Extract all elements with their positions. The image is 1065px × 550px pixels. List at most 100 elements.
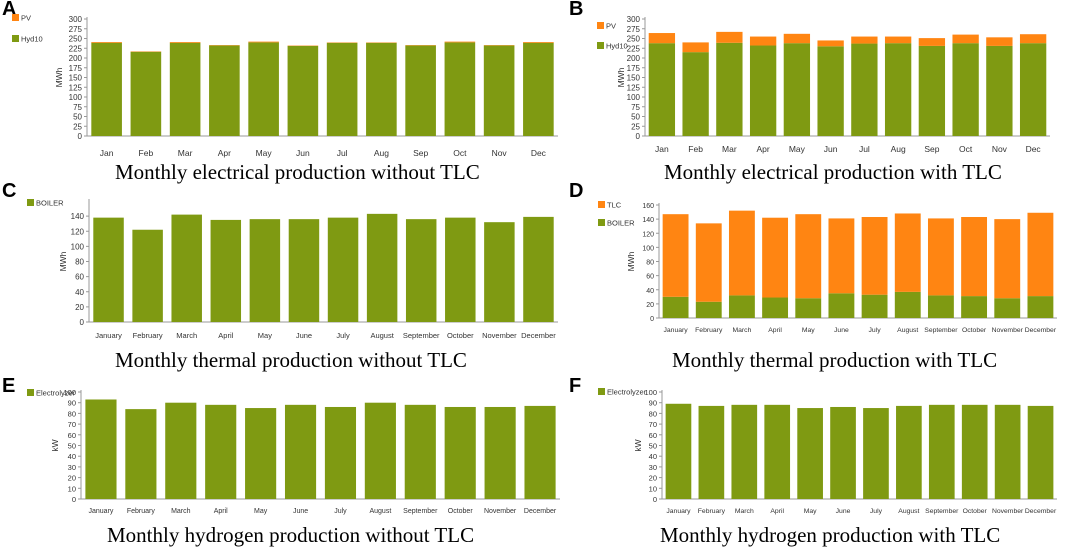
chart-b-xtick-label: May [789, 144, 806, 154]
panel-letter-e: E [2, 375, 16, 397]
chart-e-xtick-label: May [254, 508, 268, 515]
chart-a-bar-hyd10-jun [287, 45, 319, 136]
chart-f-xtick-label: October [963, 508, 988, 515]
chart-b-bar-hyd10-dec [1019, 43, 1047, 136]
chart-e-bar-electrolyzer-december [524, 405, 556, 499]
chart-c-ytick-label: 40 [75, 288, 84, 297]
chart-c-ytick-label: 140 [71, 212, 85, 221]
chart-e-ytick-label: 10 [68, 484, 76, 493]
caption-b: Monthly electrical production with TLC [664, 160, 1002, 184]
chart-c-bar-boiler-october [445, 217, 476, 322]
chart-b-bar-pv-jan [648, 33, 676, 44]
chart-b-ytick-label: 225 [627, 44, 641, 53]
chart-b-ylabel: MWh [616, 67, 626, 87]
chart-c-bar-boiler-march [171, 214, 202, 322]
chart-d-xtick-label: December [1025, 327, 1057, 334]
chart-e-ytick-label: 90 [68, 399, 76, 408]
chart-b-xtick-label: Mar [722, 144, 737, 154]
chart-a-xtick-label: Oct [453, 148, 467, 158]
chart-c-xtick-label: December [521, 331, 556, 340]
chart-f-bar-electrolyzer-august [896, 405, 922, 499]
chart-d-bar-boiler-february [695, 301, 722, 318]
chart-f-xtick-label: November [992, 508, 1024, 515]
chart-e-ytick-label: 60 [68, 431, 76, 440]
chart-e-xtick-label: July [334, 508, 347, 515]
chart-e-xtick-label: April [214, 508, 228, 515]
chart-e-xtick-label: February [127, 508, 156, 515]
chart-d-ytick-label: 80 [646, 260, 654, 267]
chart-c-ytick-label: 60 [75, 273, 84, 282]
chart-b-legend-swatch [597, 42, 604, 49]
chart-a-xtick-label: Feb [139, 148, 154, 158]
chart-d-bar-boiler-march [728, 295, 755, 318]
chart-b-xtick-label: Jan [655, 144, 669, 154]
chart-f-ytick-label: 100 [644, 388, 657, 397]
chart-e-bar-electrolyzer-august [364, 402, 396, 499]
chart-d-xtick-label: February [695, 327, 723, 334]
chart-c-bar-boiler-july [327, 217, 359, 322]
chart-b-ytick-label: 0 [636, 132, 641, 141]
chart-b-xtick-label: Apr [757, 144, 770, 154]
chart-d-bar-tlc-october [961, 217, 988, 297]
chart-b-xtick-label: Jun [824, 144, 838, 154]
chart-e-bar-electrolyzer-september [404, 404, 436, 499]
chart-b-legend-label: Hyd10 [606, 42, 628, 51]
chart-c-bar-boiler-january [93, 217, 124, 322]
chart-d-bar-boiler-may [795, 298, 822, 318]
chart-c-ylabel: MWh [58, 251, 68, 271]
chart-e-bar-electrolyzer-october [444, 406, 476, 499]
chart-f-ytick-label: 70 [649, 420, 657, 429]
chart-a-ytick-label: 250 [69, 35, 83, 44]
chart-b-xtick-label: Dec [1026, 144, 1042, 154]
chart-c-xtick-label: April [218, 331, 233, 340]
chart-a-xtick-label: Apr [218, 148, 231, 158]
chart-c-xtick-label: March [176, 331, 197, 340]
chart-b-ytick-label: 300 [627, 15, 641, 24]
chart-b-bar-pv-aug [884, 36, 912, 44]
chart-e-ytick-label: 20 [68, 474, 76, 483]
chart-d-legend-swatch [598, 201, 605, 208]
chart-f-bar-electrolyzer-september [928, 404, 955, 499]
chart-c-xtick-label: September [403, 331, 440, 340]
chart-d-bar-tlc-december [1027, 212, 1054, 297]
chart-a-bar-hyd10-mar [169, 42, 201, 136]
chart-a-legend-swatch [12, 35, 19, 42]
chart-b-xtick-label: Nov [992, 144, 1008, 154]
chart-a-ytick-label: 100 [69, 93, 83, 102]
chart-c-xtick-label: February [133, 331, 163, 340]
chart-a-xtick-label: Sep [413, 148, 428, 158]
chart-a-bar-hyd10-sep [405, 45, 436, 136]
chart-e-ytick-label: 100 [63, 388, 76, 397]
chart-f-ytick-label: 30 [649, 463, 657, 472]
chart-a-ytick-label: 75 [73, 103, 82, 112]
chart-a-legend-label: Hyd10 [21, 35, 43, 44]
chart-e-legend-swatch [27, 389, 34, 396]
chart-b-ytick-label: 200 [627, 54, 641, 63]
chart-b-bar-pv-jun [817, 40, 844, 47]
chart-a-ytick-label: 150 [69, 74, 83, 83]
chart-f-xtick-label: June [836, 508, 851, 515]
chart-c-legend-swatch [27, 199, 34, 206]
caption-a: Monthly electrical production without TL… [115, 160, 480, 184]
chart-d-xtick-label: November [992, 327, 1024, 334]
chart-b-ytick-label: 250 [627, 35, 641, 44]
chart-b-ytick-label: 25 [631, 122, 640, 131]
chart-f-ytick-label: 20 [649, 474, 657, 483]
chart-f-legend-swatch [598, 388, 605, 395]
chart-b-ytick-label: 50 [631, 113, 640, 122]
chart-b-xtick-label: Feb [688, 144, 703, 154]
chart-c-bar-boiler-april [210, 219, 242, 322]
chart-d-bar-boiler-january [662, 296, 689, 318]
chart-a-ytick-label: 225 [69, 44, 83, 53]
chart-a-xtick-label: Dec [531, 148, 547, 158]
chart-f-xtick-label: April [770, 508, 784, 515]
chart-f-xtick-label: March [735, 508, 754, 515]
chart-a-ytick-label: 275 [69, 25, 83, 34]
chart-b-ytick-label: 75 [631, 103, 640, 112]
chart-d-legend-swatch [598, 219, 605, 226]
chart-d-ytick-label: 160 [642, 203, 654, 210]
chart-a-bar-pv-oct [444, 41, 476, 43]
chart-d-xtick-label: October [962, 327, 987, 334]
chart-b-bar-hyd10-sep [918, 45, 946, 136]
chart-c-bar-boiler-september [405, 219, 437, 322]
